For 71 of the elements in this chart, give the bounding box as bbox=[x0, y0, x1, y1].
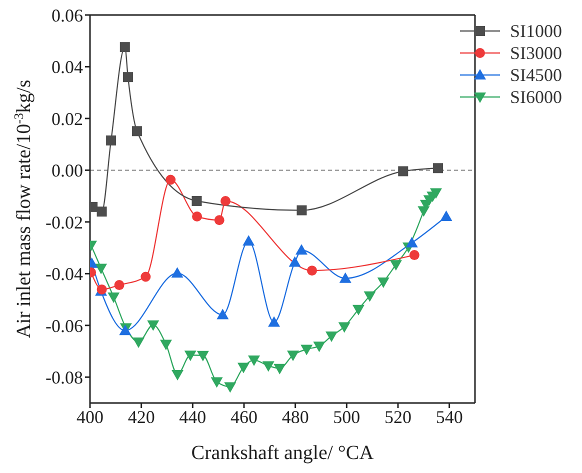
point bbox=[96, 206, 107, 217]
point bbox=[248, 356, 260, 366]
y-tick-label: 0.00 bbox=[52, 160, 83, 181]
point bbox=[406, 236, 418, 248]
x-tick-label: 480 bbox=[282, 406, 309, 427]
y-tick-label: -0.06 bbox=[46, 316, 83, 336]
x-tick-label: 500 bbox=[333, 406, 360, 427]
point bbox=[338, 322, 350, 333]
x-tick-label: 420 bbox=[128, 406, 155, 427]
point bbox=[268, 316, 280, 327]
point bbox=[196, 350, 209, 362]
point bbox=[210, 377, 223, 388]
point bbox=[224, 382, 236, 393]
point bbox=[166, 174, 176, 185]
point bbox=[184, 350, 196, 362]
point bbox=[409, 250, 420, 260]
y-tick-label: -0.04 bbox=[46, 264, 83, 284]
point bbox=[237, 362, 250, 374]
x-tick-label: 520 bbox=[384, 406, 412, 427]
legend-label: SI1000 bbox=[510, 20, 562, 42]
legend-label: SI3000 bbox=[510, 42, 562, 64]
point bbox=[114, 280, 124, 290]
point bbox=[300, 344, 313, 356]
point bbox=[433, 163, 444, 174]
point bbox=[192, 196, 202, 206]
y-tick-label: 0.06 bbox=[52, 5, 83, 26]
point bbox=[398, 166, 408, 176]
point bbox=[364, 291, 376, 302]
x-tick-label: 440 bbox=[179, 406, 206, 427]
point bbox=[220, 196, 231, 206]
point bbox=[147, 320, 160, 331]
y-tick-label: -0.02 bbox=[46, 212, 83, 232]
y-tick-label: 0.02 bbox=[52, 108, 83, 129]
point bbox=[296, 205, 307, 216]
x-tick-label: 460 bbox=[230, 406, 258, 427]
y-tick-label: 0.04 bbox=[52, 57, 83, 78]
point bbox=[326, 332, 338, 342]
legend-label: SI6000 bbox=[510, 86, 562, 108]
x-axis-title: Crankshaft angle/ °CA bbox=[191, 442, 374, 464]
point bbox=[390, 260, 402, 271]
point bbox=[172, 370, 184, 381]
point bbox=[106, 135, 116, 146]
point bbox=[288, 256, 301, 267]
x-tick-label: 540 bbox=[436, 406, 463, 427]
point bbox=[313, 342, 326, 352]
point bbox=[242, 235, 255, 246]
point bbox=[307, 266, 318, 276]
point bbox=[108, 292, 120, 303]
legend-label: SI4500 bbox=[510, 64, 562, 86]
point bbox=[339, 272, 352, 283]
y-tick-label: -0.08 bbox=[46, 368, 83, 388]
point bbox=[377, 277, 390, 288]
point bbox=[440, 210, 452, 221]
point bbox=[430, 188, 442, 199]
point bbox=[171, 267, 184, 278]
point bbox=[160, 340, 172, 350]
point bbox=[120, 42, 130, 52]
point bbox=[287, 350, 300, 362]
point bbox=[122, 72, 133, 82]
point bbox=[214, 215, 224, 226]
point bbox=[295, 244, 308, 255]
point bbox=[262, 361, 274, 372]
point bbox=[140, 272, 151, 282]
point bbox=[132, 337, 145, 348]
x-tick-label: 400 bbox=[76, 406, 104, 427]
point bbox=[216, 308, 229, 320]
point bbox=[274, 364, 286, 374]
point bbox=[95, 264, 108, 274]
point bbox=[132, 126, 142, 136]
point bbox=[352, 304, 364, 316]
point bbox=[192, 212, 202, 222]
